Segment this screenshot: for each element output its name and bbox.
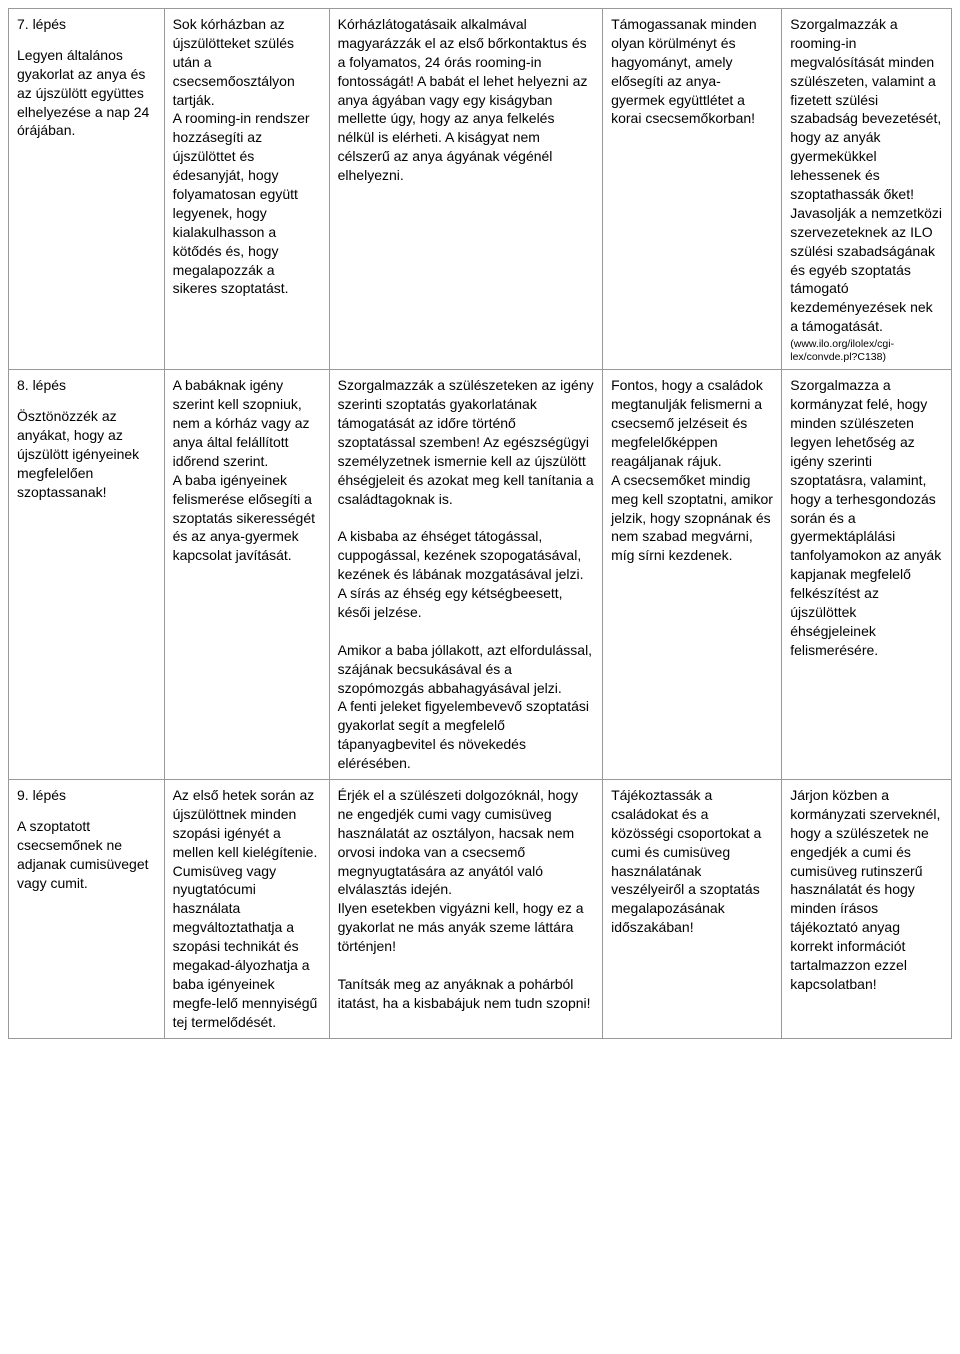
advocacy-cell: Járjon közben a kormányzati szerveknél, … <box>782 780 952 1039</box>
family-cell: Támogassanak minden olyan körülményt és … <box>603 9 782 370</box>
practice-cell: Kórházlátogatásaik alkalmával magyarázzá… <box>329 9 602 370</box>
rationale-cell: Sok kórházban az újszülötteket szülés ut… <box>164 9 329 370</box>
step-title: 9. lépés <box>17 786 156 805</box>
steps-table: 7. lépés Legyen általános gyakorlat az an… <box>8 8 952 1039</box>
step-description: A szoptatott csecsemőnek ne adjanak cumi… <box>17 817 156 893</box>
advocacy-text: Szorgalmazzák a rooming-in megvalósításá… <box>790 15 943 336</box>
practice-cell: Érjék el a szülészeti dolgozóknál, hogy … <box>329 780 602 1039</box>
table-row: 8. lépés Ösztönözzék az anyákat, hogy az … <box>9 370 952 780</box>
advocacy-text: Járjon közben a kormányzati szerveknél, … <box>790 786 943 994</box>
step-title: 8. lépés <box>17 376 156 395</box>
step-title: 7. lépés <box>17 15 156 34</box>
family-cell: Tájékoztassák a családokat és a közösség… <box>603 780 782 1039</box>
advocacy-text: Szorgalmazza a kormányzat felé, hogy min… <box>790 376 943 659</box>
rationale-cell: A babáknak igény szerint kell szopniuk, … <box>164 370 329 780</box>
family-cell: Fontos, hogy a családok megtanulják feli… <box>603 370 782 780</box>
step-cell: 8. lépés Ösztönözzék az anyákat, hogy az … <box>9 370 165 780</box>
rationale-cell: Az első hetek során az újszülöttnek mind… <box>164 780 329 1039</box>
table-row: 9. lépés A szoptatott csecsemőnek ne adja… <box>9 780 952 1039</box>
step-cell: 9. lépés A szoptatott csecsemőnek ne adja… <box>9 780 165 1039</box>
advocacy-note: (www.ilo.org/ilolex/cgi-lex/convde.pl?C1… <box>790 338 943 363</box>
advocacy-cell: Szorgalmazza a kormányzat felé, hogy min… <box>782 370 952 780</box>
advocacy-cell: Szorgalmazzák a rooming-in megvalósításá… <box>782 9 952 370</box>
step-description: Ösztönözzék az anyákat, hogy az újszülöt… <box>17 407 156 501</box>
step-description: Legyen általános gyakorlat az anya és az… <box>17 46 156 140</box>
step-cell: 7. lépés Legyen általános gyakorlat az an… <box>9 9 165 370</box>
practice-cell: Szorgalmazzák a szülészeteken az igény s… <box>329 370 602 780</box>
table-row: 7. lépés Legyen általános gyakorlat az an… <box>9 9 952 370</box>
